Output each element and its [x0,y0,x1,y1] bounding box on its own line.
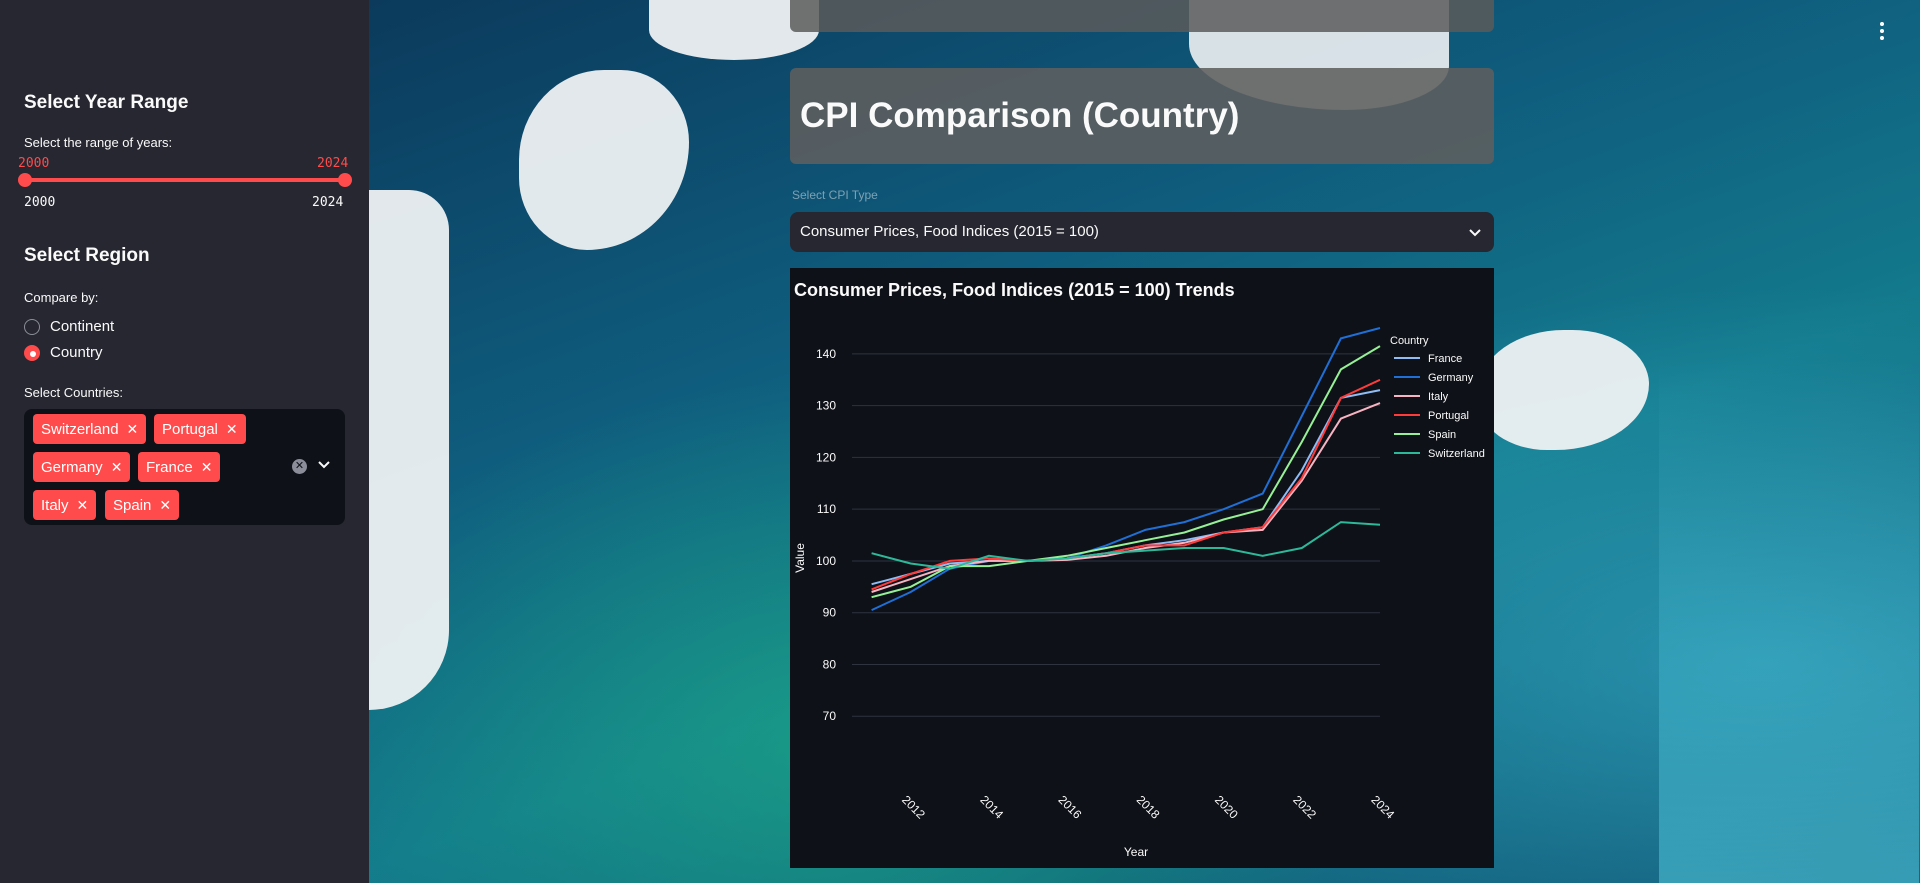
clear-icon[interactable]: ✕ [292,459,307,474]
x-axis-title: Year [1124,845,1148,859]
radio-label: Country [50,344,103,361]
series-line-switzerland [871,521,1381,570]
country-tag[interactable]: Portugal ✕ [154,414,246,444]
radio-country[interactable]: Country [24,344,103,361]
tag-label: Portugal [162,420,218,438]
slider-range-min: 2000 [24,195,56,210]
year-slider-max-thumb[interactable] [338,173,352,187]
country-tag[interactable]: Spain ✕ [105,490,180,520]
y-tick-label: 130 [816,399,836,413]
y-axis-title: Value [793,543,807,573]
series-line-france [871,389,1381,586]
x-tick-label: 2012 [899,793,928,822]
year-range-label: Select the range of years: [24,135,173,150]
close-icon[interactable]: ✕ [110,458,123,475]
y-tick-label: 90 [823,606,837,620]
legend-item: Italy [1428,391,1449,403]
more-vertical-icon[interactable] [1874,22,1890,42]
y-tick-label: 100 [816,554,836,568]
line-chart[interactable]: 70 80 90 100 110 120 130 140 2012 2014 2016 2018 202… [790,268,1494,868]
tag-label: Spain [113,496,152,514]
tag-label: Italy [41,496,69,514]
slider-max-value: 2024 [317,156,349,171]
y-tick-label: 80 [823,657,837,671]
close-icon[interactable]: ✕ [126,420,139,437]
tag-label: Switzerland [41,420,119,438]
y-tick-label: 110 [817,502,836,516]
header-bar [790,0,1494,32]
x-tick-label: 2018 [1134,793,1163,822]
select-countries-label: Select Countries: [24,385,123,400]
close-icon[interactable]: ✕ [200,458,213,475]
page-title: CPI Comparison (Country) [800,96,1240,135]
countries-multiselect[interactable]: Switzerland ✕ Portugal ✕ Germany ✕ France ✕ … [24,409,345,525]
close-icon[interactable]: ✕ [159,496,172,513]
x-tick-label: 2014 [977,793,1006,822]
radio-label: Continent [50,318,115,335]
country-tag[interactable]: Germany ✕ [33,452,131,482]
year-slider-min-thumb[interactable] [18,173,32,187]
cpi-type-value: Consumer Prices, Food Indices (2015 = 10… [800,223,1099,240]
cpi-type-select[interactable]: Consumer Prices, Food Indices (2015 = 10… [790,212,1494,252]
cpi-type-label: Select CPI Type [792,188,878,202]
slider-range-max: 2024 [312,195,344,210]
close-icon[interactable]: ✕ [225,420,238,437]
legend-title: Country [1390,335,1429,347]
series-line-portugal [871,378,1381,591]
country-tag[interactable]: France ✕ [138,452,221,482]
year-range-heading: Select Year Range [24,92,189,113]
sidebar: Select Year Range Select the range of ye… [0,0,369,883]
chart-title: Consumer Prices, Food Indices (2015 = 10… [794,280,1235,300]
compare-by-label: Compare by: [24,290,99,305]
slider-min-value: 2000 [18,156,50,171]
x-tick-label: 2016 [1056,793,1085,822]
country-tag[interactable]: Italy ✕ [33,490,97,520]
legend-item: Spain [1428,429,1456,441]
x-tick-label: 2024 [1368,793,1397,822]
close-icon[interactable]: ✕ [76,496,89,513]
legend-item: Portugal [1428,410,1469,422]
year-slider-track[interactable] [24,178,345,182]
y-tick-label: 70 [823,709,837,723]
legend-item: France [1428,353,1462,365]
tag-label: Germany [41,458,103,476]
chart-panel: Consumer Prices, Food Indices (2015 = 10… [790,268,1494,868]
region-heading: Select Region [24,245,150,266]
series-line-spain [871,345,1381,599]
country-tag[interactable]: Switzerland ✕ [33,414,147,444]
radio-continent[interactable]: Continent [24,318,114,335]
legend-item: Germany [1428,372,1474,384]
radio-button[interactable] [24,318,40,335]
y-tick-label: 120 [816,450,836,464]
legend-item: Switzerland [1428,448,1485,460]
x-tick-label: 2022 [1290,793,1319,822]
y-tick-label: 140 [816,347,836,361]
title-box: CPI Comparison (Country) [790,68,1494,164]
tag-label: France [146,458,193,476]
radio-button[interactable] [24,344,40,361]
chevron-down-icon[interactable] [317,457,331,471]
chevron-down-icon [1469,229,1481,237]
x-tick-label: 2020 [1212,793,1241,822]
